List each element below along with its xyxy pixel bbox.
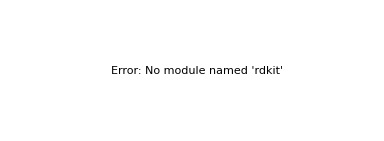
Text: Error: No module named 'rdkit': Error: No module named 'rdkit' — [111, 66, 283, 76]
